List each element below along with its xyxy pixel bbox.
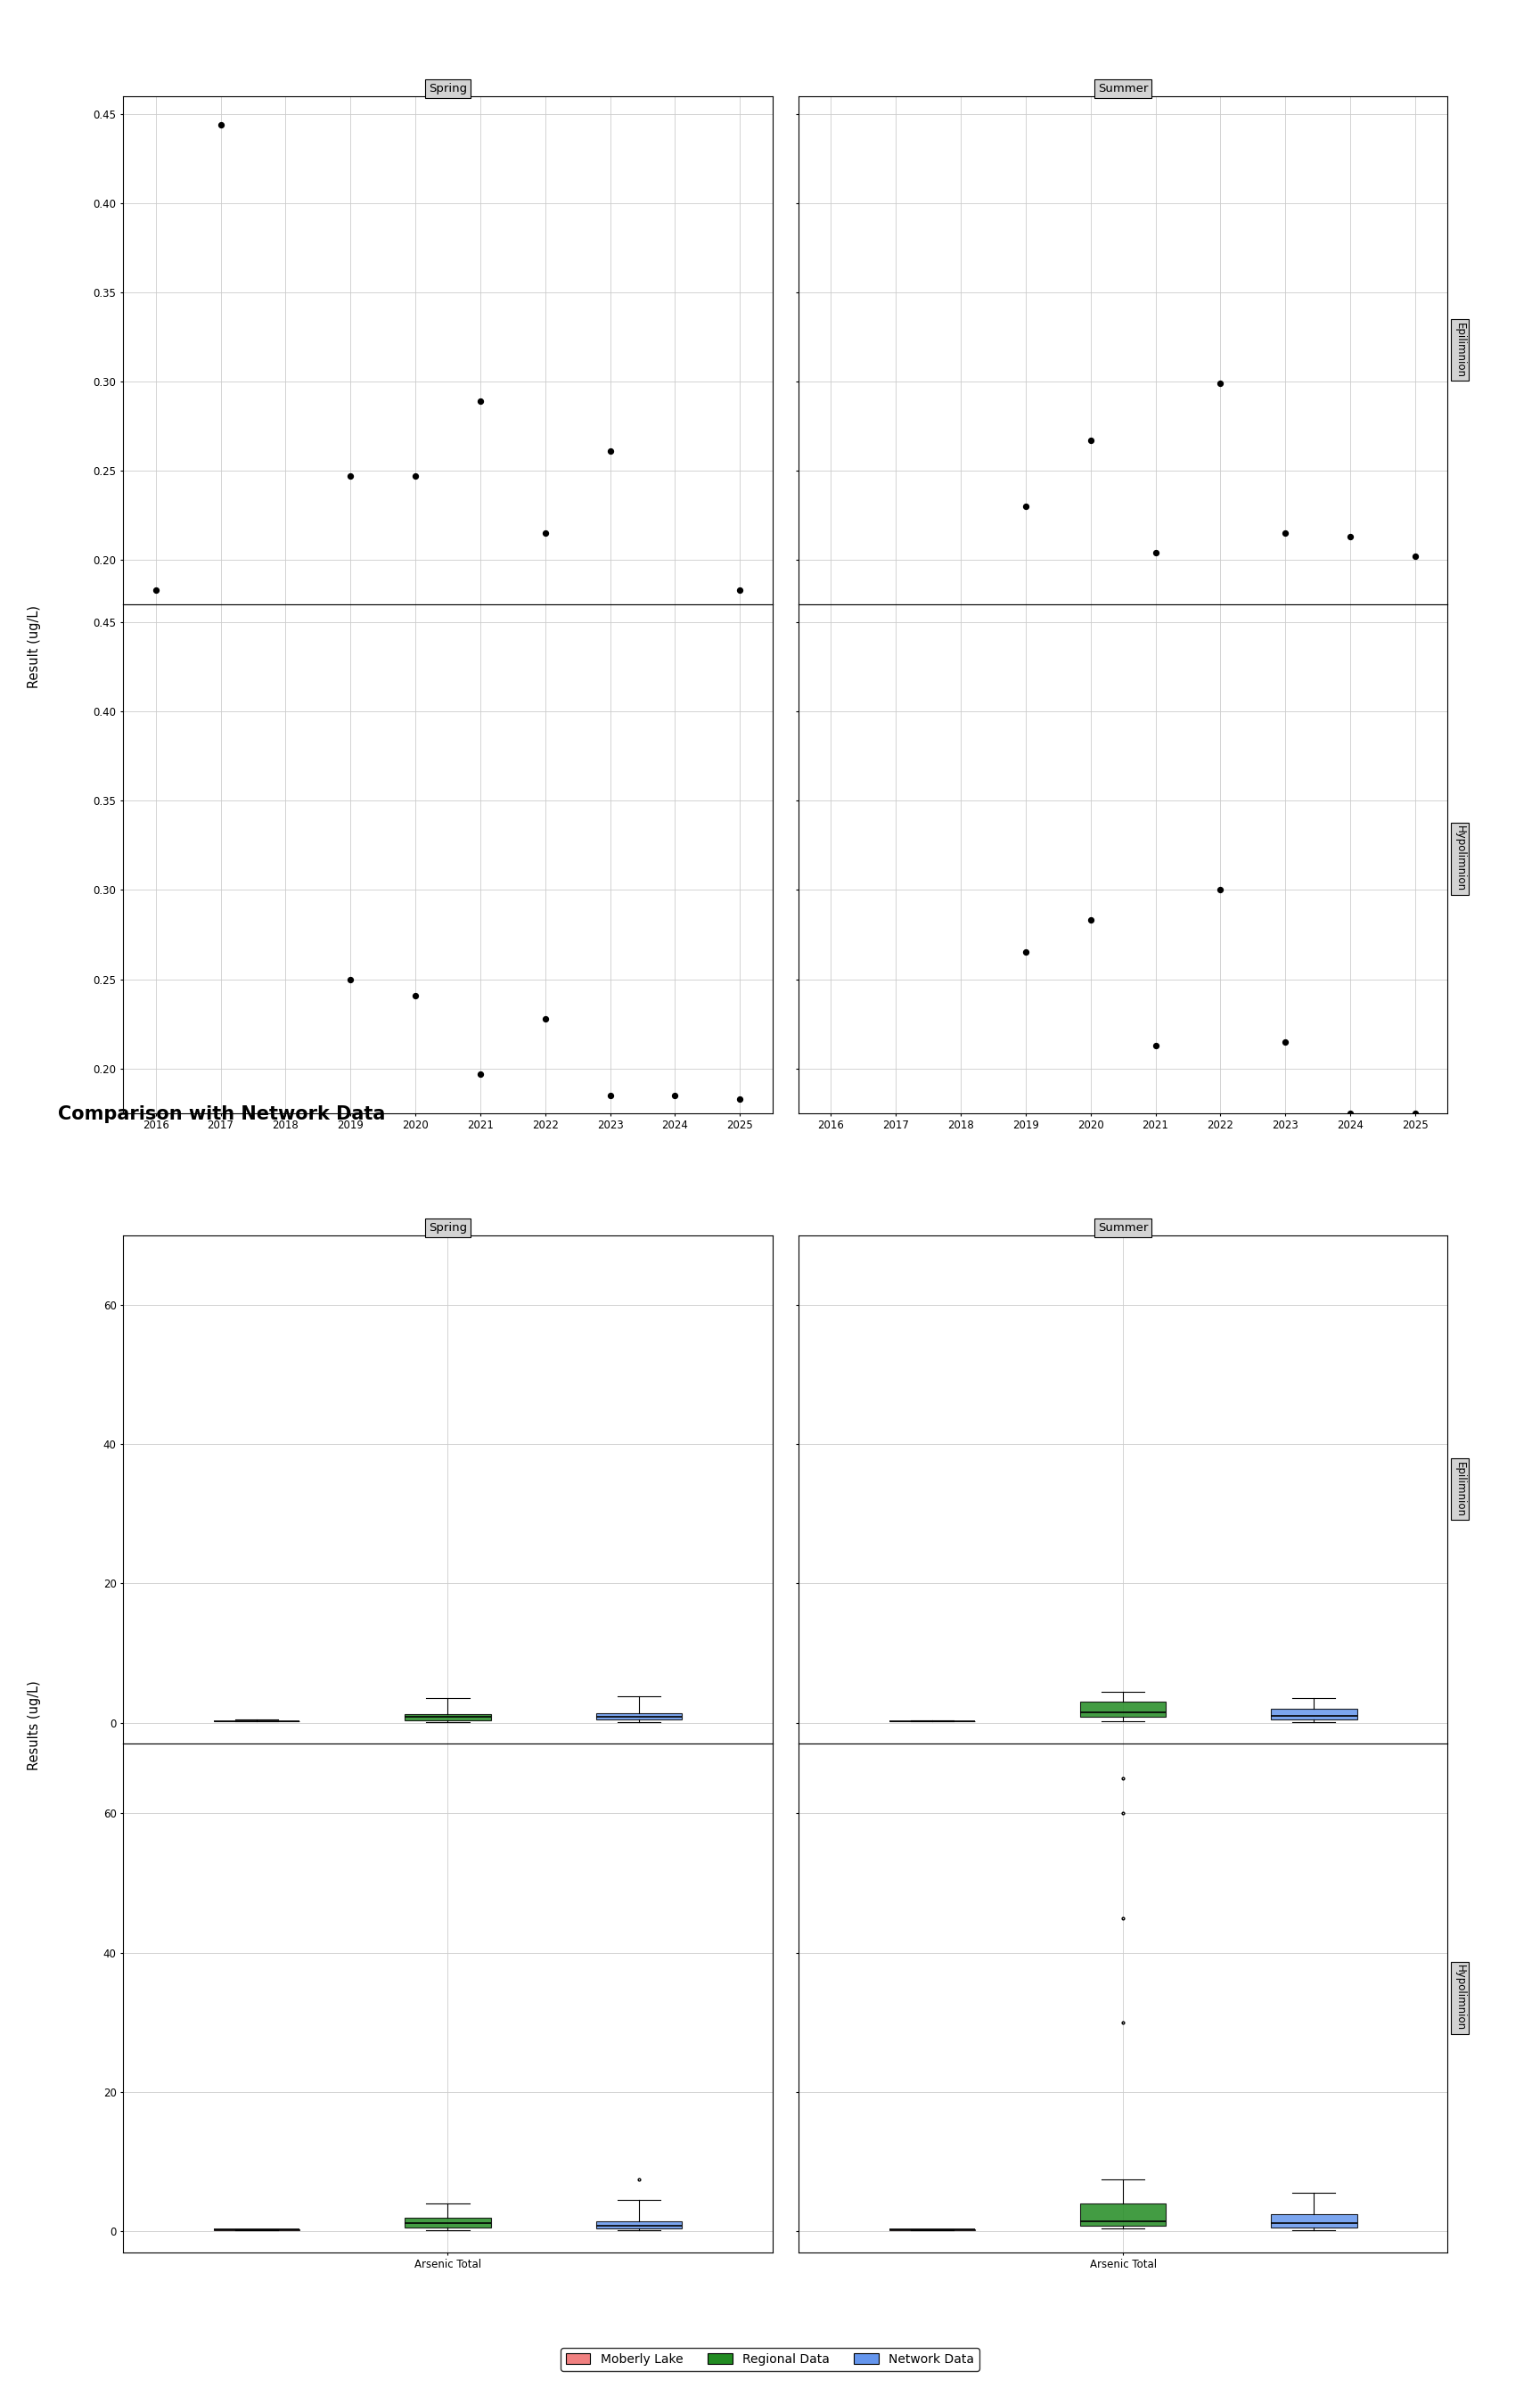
Text: Hypolimnion: Hypolimnion bbox=[1454, 1965, 1466, 2032]
Point bbox=[468, 381, 493, 419]
Point bbox=[1207, 870, 1232, 908]
Point bbox=[339, 961, 363, 999]
Point bbox=[1207, 364, 1232, 403]
PathPatch shape bbox=[596, 1713, 682, 1720]
Text: Results (ug/L): Results (ug/L) bbox=[28, 1680, 40, 1771]
Point bbox=[143, 570, 168, 609]
Point bbox=[1013, 932, 1038, 970]
Point bbox=[1013, 486, 1038, 525]
PathPatch shape bbox=[405, 2216, 491, 2228]
Point bbox=[598, 431, 622, 470]
Point bbox=[403, 458, 428, 496]
Title: Summer: Summer bbox=[1098, 84, 1149, 96]
PathPatch shape bbox=[596, 2221, 682, 2228]
Point bbox=[1274, 1023, 1298, 1061]
Title: Spring: Spring bbox=[428, 84, 467, 96]
Point bbox=[727, 1081, 752, 1119]
Point bbox=[1143, 1025, 1167, 1064]
Title: Summer: Summer bbox=[1098, 1222, 1149, 1234]
Point bbox=[533, 999, 557, 1037]
PathPatch shape bbox=[405, 1716, 491, 1720]
Point bbox=[1078, 422, 1103, 460]
Point bbox=[662, 1076, 687, 1114]
Point bbox=[1078, 901, 1103, 939]
PathPatch shape bbox=[1080, 2204, 1166, 2226]
Point bbox=[598, 1076, 622, 1114]
PathPatch shape bbox=[1270, 2214, 1357, 2228]
Point bbox=[1143, 534, 1167, 573]
Point bbox=[1403, 537, 1428, 575]
Point bbox=[339, 458, 363, 496]
Text: Comparison with Network Data: Comparison with Network Data bbox=[59, 1105, 385, 1124]
PathPatch shape bbox=[1270, 1708, 1357, 1720]
Title: Spring: Spring bbox=[428, 1222, 467, 1234]
Legend: Moberly Lake, Regional Data, Network Data: Moberly Lake, Regional Data, Network Dat… bbox=[561, 2348, 979, 2370]
Point bbox=[1403, 1095, 1428, 1133]
Text: Hypolimnion: Hypolimnion bbox=[1454, 827, 1466, 891]
Point bbox=[1338, 1095, 1363, 1133]
Point bbox=[403, 975, 428, 1014]
Point bbox=[533, 513, 557, 551]
Text: Epilimnion: Epilimnion bbox=[1454, 1462, 1466, 1517]
Point bbox=[1338, 518, 1363, 556]
Point bbox=[208, 105, 233, 144]
PathPatch shape bbox=[1080, 1701, 1166, 1718]
Point bbox=[1274, 513, 1298, 551]
Text: Result (ug/L): Result (ug/L) bbox=[28, 606, 40, 688]
Point bbox=[727, 570, 752, 609]
Text: Epilimnion: Epilimnion bbox=[1454, 323, 1466, 379]
Point bbox=[468, 1054, 493, 1093]
